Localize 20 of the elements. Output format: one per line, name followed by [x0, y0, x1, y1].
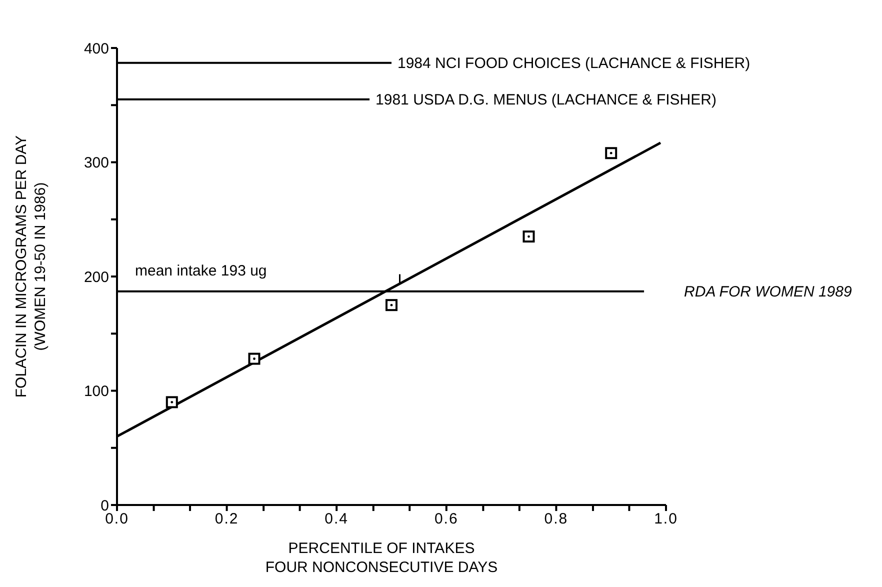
- point: [522, 230, 535, 243]
- x-tick-label: 0.2: [214, 510, 239, 528]
- point: [386, 299, 398, 312]
- y-tick-label: 300: [84, 154, 109, 172]
- ref-line-label: RDA FOR WOMEN 1989: [684, 284, 853, 301]
- x-tick-label: 1.0: [654, 510, 678, 528]
- point: [166, 396, 178, 408]
- ref-line-label: 1984 NCI FOOD CHOICES (LACHANCE & FISHER): [398, 55, 750, 72]
- y-tick-label: 400: [84, 40, 109, 58]
- x-tick-label: 0.8: [544, 510, 568, 528]
- x-tick-label: 0.6: [434, 510, 458, 528]
- annotation: mean intake 193 ug: [135, 262, 267, 280]
- ref-line-label: 1981 USDA D.G. MENUS (LACHANCE & FISHER): [376, 92, 716, 109]
- point: [605, 147, 618, 160]
- y-axis-title: FOLACIN IN MICROGRAMS PER DAY (WOMEN 19-50 IN 1986): [13, 135, 49, 398]
- y-tick-label: 100: [84, 383, 109, 400]
- x-tick-label: 0.4: [324, 510, 349, 528]
- y-tick-label: 200: [84, 268, 109, 286]
- x-axis-title: PERCENTILE OF INTAKES FOUR NONCONSECUTIVE DAYS: [265, 540, 498, 576]
- point: [248, 352, 260, 365]
